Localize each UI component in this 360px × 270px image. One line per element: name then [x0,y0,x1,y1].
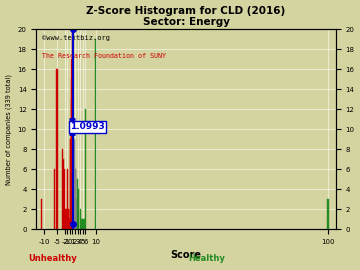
Bar [327,199,329,229]
Bar [66,209,67,229]
Bar [81,219,82,229]
Bar [74,139,75,229]
Bar [73,139,75,229]
Bar [71,119,72,229]
Bar [54,169,55,229]
Bar [57,69,58,229]
Bar [72,89,73,229]
Bar [75,169,76,229]
Bar [76,199,77,229]
Bar [78,189,80,229]
Bar [62,149,63,229]
Text: Unhealthy: Unhealthy [29,254,77,263]
Bar [72,29,73,229]
Bar [71,79,72,229]
Bar [72,119,73,229]
Bar [71,59,72,229]
Title: Z-Score Histogram for CLD (2016)
Sector: Energy: Z-Score Histogram for CLD (2016) Sector:… [86,6,285,27]
Bar [71,99,72,229]
Bar [75,169,76,229]
Bar [64,169,65,229]
X-axis label: Score: Score [171,251,202,261]
Bar [77,179,78,229]
Bar [73,139,74,229]
Bar [69,219,71,229]
Bar [85,109,86,229]
Bar [82,219,84,229]
Bar [70,139,72,229]
Bar [80,209,81,229]
Text: Healthy: Healthy [188,254,225,263]
Bar [73,179,74,229]
Bar [84,219,85,229]
Text: The Research Foundation of SUNY: The Research Foundation of SUNY [42,53,166,59]
Bar [63,159,64,229]
Bar [75,169,76,229]
Bar [74,169,75,229]
Bar [70,209,71,229]
Bar [74,179,75,229]
Bar [41,199,42,229]
Bar [70,209,71,229]
Bar [72,159,73,229]
Bar [68,209,69,229]
Text: ©www.textbiz.org: ©www.textbiz.org [42,35,110,41]
Text: 1.0993: 1.0993 [70,122,105,131]
Bar [95,39,96,229]
Bar [76,199,77,229]
Bar [69,139,71,229]
Bar [75,199,76,229]
Bar [67,169,68,229]
Y-axis label: Number of companies (339 total): Number of companies (339 total) [5,74,12,185]
Bar [73,169,74,229]
